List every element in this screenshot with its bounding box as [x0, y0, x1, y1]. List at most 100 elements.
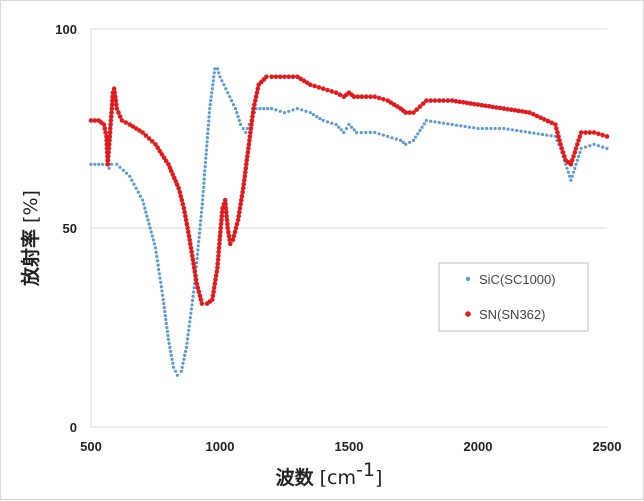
- data-point: [182, 357, 186, 361]
- data-point: [463, 124, 467, 129]
- data-point: [240, 185, 246, 191]
- data-point: [433, 120, 437, 124]
- data-point: [197, 293, 203, 299]
- data-point: [245, 154, 250, 159]
- data-point: [512, 108, 518, 113]
- data-point: [157, 272, 161, 276]
- data-point: [232, 229, 238, 235]
- data-point: [156, 263, 160, 267]
- data-point: [505, 106, 510, 112]
- data-point: [162, 306, 166, 310]
- data-point: [210, 87, 214, 91]
- data-point: [165, 329, 169, 334]
- data-point: [197, 235, 201, 239]
- data-point: [485, 126, 489, 131]
- data-point: [534, 113, 540, 119]
- data-point: [235, 217, 241, 223]
- data-point: [188, 316, 192, 320]
- data-point: [219, 217, 224, 223]
- data-point: [213, 273, 219, 279]
- data-point: [123, 120, 129, 125]
- data-point: [577, 154, 581, 158]
- x-axis-title: 波数 [cm-1]: [276, 459, 383, 489]
- data-point: [199, 301, 205, 306]
- data-point: [239, 122, 243, 127]
- data-point: [113, 98, 119, 103]
- data-point: [248, 126, 254, 131]
- data-point: [212, 75, 216, 79]
- data-point: [494, 105, 499, 110]
- data-point: [167, 341, 171, 345]
- data-point: [262, 107, 266, 111]
- data-point: [244, 162, 249, 167]
- data-point: [190, 303, 194, 307]
- data-point: [106, 154, 111, 159]
- legend-swatch-sn: [465, 311, 471, 317]
- data-point: [233, 225, 239, 231]
- data-point: [179, 369, 183, 373]
- data-point: [325, 87, 330, 93]
- data-point: [475, 102, 481, 107]
- data-point: [394, 137, 398, 141]
- data-point: [479, 102, 485, 108]
- data-point: [179, 197, 185, 203]
- data-point: [231, 103, 236, 107]
- data-point: [493, 126, 497, 131]
- data-point: [516, 108, 521, 114]
- data-point: [311, 113, 316, 117]
- data-point: [185, 225, 190, 231]
- data-point: [205, 136, 209, 140]
- data-point: [107, 166, 111, 170]
- x-tick-label: 2500: [593, 439, 622, 454]
- data-point: [560, 150, 566, 155]
- data-point: [295, 107, 299, 111]
- data-point: [578, 130, 584, 135]
- data-point: [199, 210, 204, 214]
- data-point: [204, 156, 208, 160]
- data-point: [192, 286, 196, 290]
- data-point: [318, 117, 322, 121]
- data-point: [270, 107, 274, 111]
- data-point: [198, 227, 202, 231]
- data-point: [549, 120, 554, 126]
- data-point: [205, 144, 209, 148]
- data-point: [554, 126, 559, 131]
- data-point: [553, 134, 558, 139]
- data-point: [186, 233, 192, 239]
- data-point: [103, 130, 108, 135]
- x-tick-labels: 500 1000 1500 2000 2500: [80, 439, 621, 454]
- data-point: [109, 106, 115, 111]
- data-point: [219, 209, 225, 215]
- data-point: [155, 259, 159, 263]
- data-point: [208, 107, 212, 111]
- data-point: [161, 155, 167, 160]
- data-point: [253, 98, 258, 103]
- data-point: [329, 89, 335, 94]
- data-point: [497, 126, 502, 131]
- data-point: [242, 177, 247, 183]
- data-point: [101, 122, 107, 127]
- data-point: [549, 134, 553, 138]
- data-point: [476, 126, 480, 131]
- data-point: [577, 134, 583, 139]
- data-point: [217, 237, 222, 243]
- data-point: [144, 210, 148, 214]
- data-point: [192, 269, 198, 275]
- data-point: [204, 152, 208, 156]
- data-point: [134, 186, 138, 190]
- data-point: [215, 67, 219, 71]
- data-point: [206, 127, 210, 131]
- data-point: [218, 225, 223, 231]
- data-point: [208, 103, 212, 107]
- data-point: [157, 148, 163, 154]
- data-point: [363, 94, 369, 99]
- data-point: [414, 107, 420, 112]
- data-point: [273, 74, 279, 80]
- legend-swatch-sic: [465, 276, 471, 282]
- data-point: [226, 91, 230, 95]
- x-tick-label: 500: [80, 439, 102, 454]
- data-point: [189, 307, 193, 311]
- data-point: [234, 221, 240, 227]
- data-point: [364, 130, 368, 135]
- data-point: [269, 74, 274, 80]
